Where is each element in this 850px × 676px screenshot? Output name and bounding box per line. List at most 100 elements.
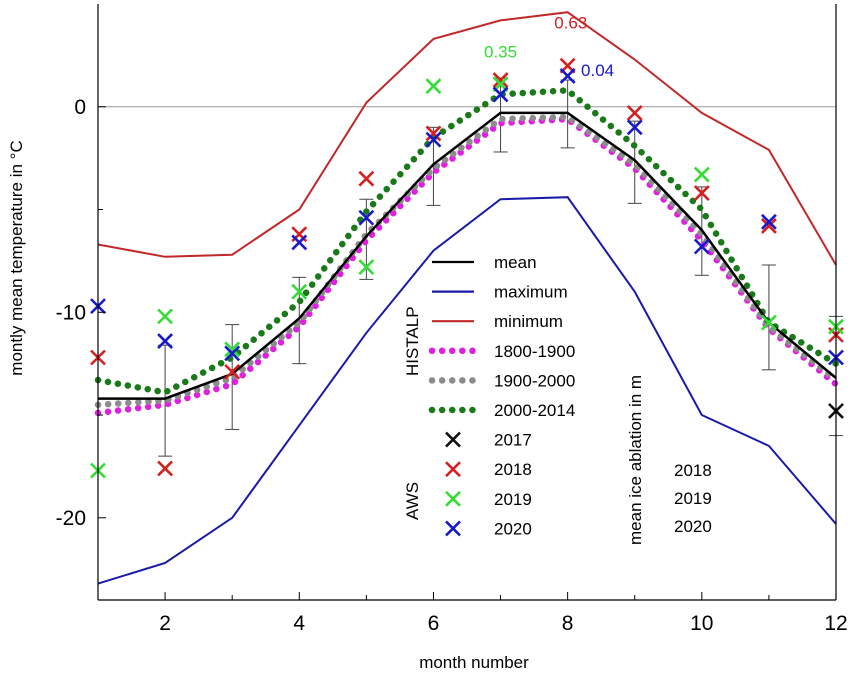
marker-stroke-b [224,341,241,358]
y-axis-title: montly mean temperature in °C [7,140,26,375]
marker-stroke-b [157,308,174,325]
marker-stroke-b [358,259,375,275]
marker-2020 [291,234,308,251]
marker-stroke-b [224,363,241,380]
x-tick-label: 2 [159,612,171,635]
x-tick-label: 4 [293,612,305,635]
marker-2020 [224,345,241,362]
marker-2020 [559,68,576,84]
marker-2020 [425,131,442,148]
legend-swatch [445,490,461,507]
marker-stroke-b [492,86,509,103]
series-line-2000-2014 [94,86,840,396]
marker-stroke-b [693,238,710,255]
marker-2018 [358,170,375,187]
legend-entry-2020: 2020 [445,519,532,538]
marker-2018 [157,460,174,477]
marker-stroke-b [224,345,241,362]
marker-stroke-b [425,125,442,142]
series-line-maximum [97,196,837,585]
marker-2019 [291,283,308,300]
marker-stroke-b [358,170,375,187]
marker-2019 [224,341,241,358]
marker-stroke-b [157,333,174,349]
marker-stroke-b [358,209,375,226]
marker-stroke-b [291,234,308,251]
marker-stroke-b [760,213,777,230]
legend-label: 1900-2000 [494,371,575,390]
legend-entry-minimum: minimum [432,312,563,331]
legend-entry-2017: 2017 [445,431,532,450]
x-axis-title: month number [419,653,529,672]
legend-label: 2020 [494,519,532,538]
legend-label: 2000-2014 [494,401,575,420]
legend-swatch [445,431,461,448]
marker-2018 [224,363,241,380]
plot-area: 0.35 0.63 0.04 [90,11,844,585]
legend-label: minimum [494,312,563,331]
x-tick-label: 8 [562,612,574,635]
marker-2020 [358,209,375,226]
marker-2019 [358,259,375,275]
x-tick-label: 6 [428,612,440,635]
y-tick-label: 0 [74,96,86,119]
marker-stroke-b [559,68,576,84]
ablation-legend-2018: 2018 [674,461,712,480]
marker-stroke-b [626,105,643,121]
axes: 2 4 6 8 10 12 0 -10 -20 [56,4,848,635]
series-line-1900-2000 [94,113,840,409]
legend-entry-1800-1900: 1800-1900 [428,342,575,361]
marker-stroke-b [445,520,461,537]
series-line-mean [98,111,837,400]
series-line-1800-1900 [94,115,840,417]
marker-2020 [492,86,509,103]
marker-stroke-b [626,119,643,136]
error-bar [761,264,776,371]
marker-stroke-b [425,131,442,148]
marker-stroke-b [445,461,461,478]
marker-stroke-b [492,72,509,88]
marker-stroke-b [693,185,710,201]
marker-2018 [626,105,643,121]
marker-stroke-b [445,431,461,448]
ablation-annotation: 0.63 [554,14,587,33]
y-tick-label: -10 [56,301,86,324]
ablation-legend-2020: 2020 [674,517,712,536]
marker-stroke-b [445,490,461,507]
marker-stroke-b [760,314,777,331]
marker-2018 [425,125,442,142]
legend-label: maximum [494,283,568,302]
legend-label: mean [494,253,537,272]
marker-2018 [693,185,710,201]
marker-stroke-b [693,166,710,183]
ablation-annotation: 0.04 [581,61,614,80]
series-line-minimum [97,11,837,266]
legend-label: 2019 [494,490,532,509]
y-tick-label: -20 [56,507,86,530]
legend-label: 2017 [494,431,532,450]
marker-2019 [760,314,777,331]
marker-2020 [626,119,643,136]
legend: mean maximum minimum 1800-1900 1900-2000 2000… [428,253,712,538]
legend-entry-2018: 2018 [445,460,532,479]
marker-stroke-b [157,460,174,477]
legend-entry-mean: mean [432,253,537,272]
legend-label: 2018 [494,460,532,479]
marker-2019 [425,78,442,95]
ablation-legend-2019: 2019 [674,489,712,508]
marker-2020 [157,333,174,349]
marker-2020 [693,238,710,255]
marker-2018 [492,72,509,88]
legend-entry-1900-2000: 1900-2000 [428,371,575,390]
marker-2019 [157,308,174,325]
legend-label: 1800-1900 [494,342,575,361]
marker-2019 [693,166,710,183]
legend-entry-2000-2014: 2000-2014 [428,401,575,420]
marker-stroke-b [425,78,442,95]
marker-2018 [760,218,777,234]
ablation-title: mean ice ablation in m [626,375,645,545]
legend-swatch [445,461,461,478]
legend-group-label-aws: AWS [403,482,422,520]
marker-stroke-b [760,218,777,234]
marker-stroke-b [291,283,308,300]
